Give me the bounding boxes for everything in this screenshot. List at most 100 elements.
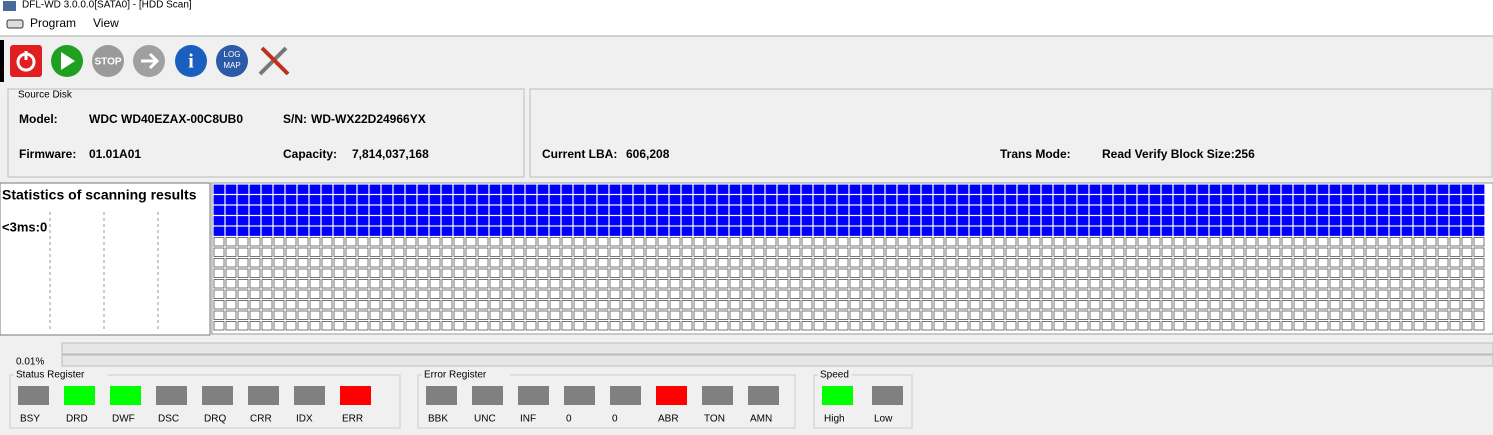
- register-flag: [340, 386, 371, 405]
- scan-block: [1257, 300, 1269, 310]
- scan-block: [1089, 279, 1101, 289]
- scan-block: [513, 184, 525, 194]
- scan-block: [693, 310, 705, 320]
- scan-block: [345, 247, 357, 257]
- scan-block: [357, 268, 369, 278]
- scan-block: [261, 258, 273, 268]
- scan-block: [837, 184, 849, 194]
- scan-block: [1461, 195, 1473, 205]
- scan-block: [813, 216, 825, 226]
- scan-block: [1017, 247, 1029, 257]
- scan-block: [213, 226, 225, 236]
- scan-block: [381, 247, 393, 257]
- scan-block: [249, 247, 261, 257]
- next-button[interactable]: [133, 45, 165, 77]
- scan-block: [1401, 184, 1413, 194]
- scan-block: [789, 258, 801, 268]
- scan-block: [1413, 205, 1425, 215]
- scan-block: [969, 321, 981, 331]
- scan-block: [1281, 300, 1293, 310]
- scan-block: [1377, 184, 1389, 194]
- scan-block: [1185, 247, 1197, 257]
- scan-block: [1281, 184, 1293, 194]
- scan-block: [357, 226, 369, 236]
- scan-block: [549, 184, 561, 194]
- scan-block: [1449, 205, 1461, 215]
- menu-item[interactable]: Program: [30, 16, 76, 30]
- scan-block: [717, 184, 729, 194]
- scan-block: [825, 321, 837, 331]
- scan-block: [1233, 279, 1245, 289]
- scan-block: [1305, 226, 1317, 236]
- scan-block: [1077, 268, 1089, 278]
- scan-block: [297, 237, 309, 247]
- scan-block: [357, 237, 369, 247]
- scan-block: [477, 247, 489, 257]
- scan-block: [525, 289, 537, 299]
- scan-block: [1101, 184, 1113, 194]
- scan-block: [801, 184, 813, 194]
- scan-block: [261, 321, 273, 331]
- scan-block: [789, 268, 801, 278]
- scan-block: [237, 279, 249, 289]
- scan-block: [297, 310, 309, 320]
- scan-block: [1461, 226, 1473, 236]
- field-value: 7,814,037,168: [352, 147, 429, 161]
- scan-block: [549, 300, 561, 310]
- scan-block: [717, 195, 729, 205]
- scan-block: [741, 279, 753, 289]
- scan-block: [1113, 300, 1125, 310]
- tools-button[interactable]: [258, 46, 290, 76]
- scan-block: [1413, 279, 1425, 289]
- scan-block: [477, 300, 489, 310]
- scan-block: [717, 268, 729, 278]
- scan-block: [561, 226, 573, 236]
- scan-block: [405, 237, 417, 247]
- scan-block: [1269, 310, 1281, 320]
- scan-block: [753, 184, 765, 194]
- scan-block: [813, 226, 825, 236]
- scan-block: [585, 321, 597, 331]
- scan-block: [921, 237, 933, 247]
- menu-item[interactable]: View: [93, 16, 119, 30]
- scan-block: [693, 216, 705, 226]
- scan-block: [861, 195, 873, 205]
- scan-block: [1365, 205, 1377, 215]
- scan-block: [1149, 310, 1161, 320]
- scan-block: [777, 279, 789, 289]
- scan-block: [1161, 205, 1173, 215]
- logmap-button[interactable]: LOG MAP: [216, 45, 248, 77]
- scan-block: [1329, 247, 1341, 257]
- svg-text:i: i: [188, 51, 194, 73]
- scan-block: [513, 258, 525, 268]
- scan-block: [573, 289, 585, 299]
- scan-block: [465, 268, 477, 278]
- scan-block: [993, 205, 1005, 215]
- scan-block: [1293, 216, 1305, 226]
- scan-block: [273, 216, 285, 226]
- scan-block: [225, 279, 237, 289]
- scan-block: [1197, 247, 1209, 257]
- scan-block: [657, 268, 669, 278]
- scan-block: [537, 289, 549, 299]
- scan-block: [477, 258, 489, 268]
- info-button[interactable]: i: [175, 45, 207, 77]
- scan-block: [1221, 300, 1233, 310]
- scan-block: [645, 258, 657, 268]
- scan-block: [441, 226, 453, 236]
- scan-block: [1161, 289, 1173, 299]
- stop-button[interactable]: STOP: [92, 45, 124, 77]
- scan-block: [309, 216, 321, 226]
- scan-block: [573, 321, 585, 331]
- scan-block: [1017, 216, 1029, 226]
- scan-block: [1377, 216, 1389, 226]
- power-button[interactable]: [10, 45, 42, 77]
- scan-block: [357, 184, 369, 194]
- scan-block: [609, 321, 621, 331]
- scan-block: [321, 268, 333, 278]
- scan-block: [789, 205, 801, 215]
- scan-block: [1317, 268, 1329, 278]
- scan-block: [381, 310, 393, 320]
- start-button[interactable]: [51, 45, 83, 77]
- scan-block: [861, 310, 873, 320]
